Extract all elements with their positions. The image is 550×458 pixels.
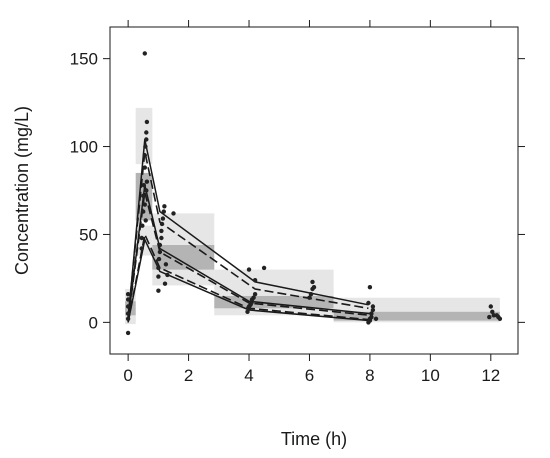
y-tick-label: 100: [70, 138, 98, 157]
percentile-lines: [127, 139, 370, 323]
data-point: [252, 292, 258, 297]
x-tick-label: 8: [365, 366, 374, 385]
data-point: [161, 209, 166, 214]
x-tick-label: 0: [123, 366, 132, 385]
band-p95-4: [333, 297, 500, 316]
line-pred_p95: [127, 151, 369, 318]
data-point: [144, 119, 150, 125]
data-point: [251, 295, 256, 300]
data-point: [252, 278, 258, 283]
plot-frame: [109, 26, 519, 355]
data-point: [366, 300, 371, 306]
data-point: [369, 311, 374, 316]
band-p50-2: [152, 245, 215, 270]
data-point: [141, 193, 146, 198]
data-point: [157, 242, 163, 248]
x-tick-label: 6: [305, 366, 314, 385]
data-point: [261, 265, 267, 271]
band-p50-4: [333, 311, 500, 321]
observed-points: [125, 51, 503, 336]
x-tick-label: 10: [421, 366, 440, 385]
y-tick-label: 150: [70, 50, 98, 69]
data-point: [311, 285, 317, 290]
data-point: [156, 274, 161, 279]
data-point: [370, 304, 376, 309]
data-point: [143, 218, 148, 223]
data-point: [159, 221, 165, 227]
x-tick-label: 12: [481, 366, 500, 385]
data-point: [125, 304, 131, 309]
band-p5-0: [125, 315, 136, 325]
y-tick-label: 50: [79, 225, 98, 244]
x-tick-label: 2: [184, 366, 193, 385]
data-point: [370, 307, 376, 313]
data-point: [308, 292, 314, 297]
x-axis-label: Time (h): [281, 429, 347, 449]
data-point: [142, 202, 147, 207]
data-point: [156, 288, 161, 293]
data-point: [160, 216, 166, 221]
data-point: [171, 211, 176, 216]
data-point: [497, 316, 503, 321]
data-point: [373, 316, 379, 321]
y-axis: 0 50 100 150: [70, 50, 525, 332]
data-point: [125, 330, 131, 336]
x-tick-label: 4: [244, 366, 253, 385]
data-point: [369, 314, 374, 320]
data-point: [142, 51, 147, 56]
data-point: [490, 309, 495, 314]
data-point: [141, 183, 146, 188]
data-point: [159, 235, 164, 241]
prediction-interval-bands: [125, 107, 500, 325]
data-point: [139, 246, 144, 251]
data-point: [156, 265, 161, 271]
data-point: [156, 256, 162, 262]
data-point: [140, 223, 145, 228]
line-pred_p5: [127, 231, 370, 323]
data-point: [157, 249, 163, 255]
data-point: [159, 228, 164, 234]
data-point: [143, 144, 148, 149]
data-point: [125, 292, 131, 297]
data-point: [144, 179, 150, 184]
y-axis-label: Concentration (mg/L): [12, 106, 32, 275]
data-point: [367, 285, 373, 290]
data-point: [245, 309, 250, 314]
x-axis: 0 2 4 6 8 10 12: [123, 20, 500, 385]
data-point: [142, 165, 147, 170]
data-point: [144, 188, 149, 193]
y-tick-label: 0: [89, 313, 98, 332]
data-point: [488, 304, 493, 309]
data-point: [165, 272, 170, 278]
data-point: [125, 297, 131, 302]
data-point: [141, 209, 146, 214]
data-point: [139, 235, 144, 241]
line-obs_p50: [127, 185, 370, 321]
data-point: [163, 262, 169, 267]
data-point: [125, 316, 131, 321]
data-point: [144, 130, 149, 135]
data-point: [246, 267, 252, 272]
data-point: [142, 153, 147, 158]
data-point: [162, 281, 168, 286]
data-point: [307, 295, 312, 300]
data-point: [125, 311, 131, 316]
data-point: [162, 204, 167, 209]
data-point: [487, 314, 492, 320]
data-point: [144, 137, 149, 142]
data-point: [310, 279, 315, 285]
